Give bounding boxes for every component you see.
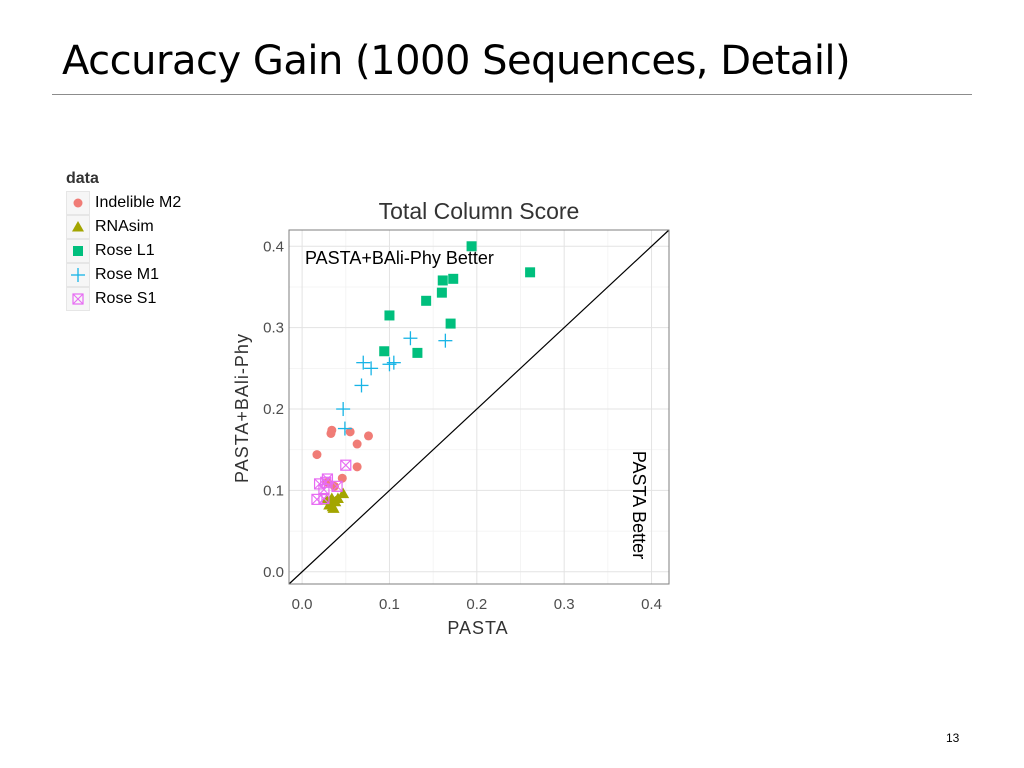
page-number: 13 [946,731,960,745]
legend-key-triangle-icon [66,215,90,239]
point-rose-m1 [403,331,418,346]
point-rose-m1 [438,333,453,348]
legend-label: Indelible M2 [95,194,182,211]
point-rose-m1 [354,378,369,393]
point-rose-s1 [320,476,332,488]
point-rose-s1 [340,459,352,471]
point-rose-s1 [318,492,330,505]
legend-key-boxcross-icon [66,287,90,311]
point-rose-s1 [331,480,343,492]
point-rose-l1 [445,318,456,329]
chart-title: Total Column Score [379,198,580,224]
point-rose-l1 [466,241,477,252]
legend-key-plus-icon [66,263,90,287]
identity-reference-line [288,229,670,585]
annotation-pasta-bali-phy-better: PASTA+BAli-Phy Better [305,248,494,268]
x-tick-label: 0.4 [641,596,662,613]
legend-triangle-icon [72,221,84,232]
legend-item-rose-l1: Rose L1 [66,239,181,263]
legend: data Indelible M2 RNAsim Rose L1 Rose M1… [66,170,181,311]
point-rose-m1 [337,421,352,436]
y-tick-label: 0.1 [263,482,284,499]
point-rose-l1 [525,267,536,278]
point-rose-m1 [356,355,371,370]
point-indelible-m2 [345,427,355,437]
legend-label: Rose M1 [95,266,160,283]
point-indelible-m2 [352,462,362,472]
legend-item-rnasim: RNAsim [66,215,181,239]
point-rose-l1 [436,287,447,298]
legend-title: data [66,170,99,187]
point-indelible-m2 [337,473,347,483]
x-tick-label: 0.0 [292,596,313,613]
x-tick-label: 0.2 [466,596,487,613]
point-rose-l1 [437,275,448,286]
x-axis-label: PASTA [447,618,508,638]
legend-label: Rose S1 [95,290,157,307]
point-rose-m1 [386,355,401,370]
legend-boxcross-icon [72,293,84,305]
point-rnasim [337,487,350,499]
point-indelible-m2 [352,439,362,449]
legend-item-rose-s1: Rose S1 [66,287,181,311]
x-tick-label: 0.3 [554,596,575,613]
point-rose-m1 [364,361,379,376]
point-rose-l1 [448,273,459,284]
legend-item-indelible-m2: Indelible M2 [66,191,181,215]
y-tick-label: 0.4 [263,238,284,255]
annotation-pasta-better: PASTA Better [629,451,649,559]
x-tick-label: 0.1 [379,596,400,613]
point-rose-m1 [336,402,351,417]
y-tick-label: 0.3 [263,320,284,337]
point-rnasim [327,502,340,513]
point-rose-l1 [379,346,390,357]
y-tick-label: 0.0 [263,564,284,581]
legend-label: Rose L1 [95,242,155,259]
point-rose-l1 [384,310,395,321]
title-divider [52,94,972,95]
legend-key-circle-icon [66,191,90,215]
legend-label: RNAsim [95,218,154,235]
legend-key-square-icon [66,239,90,263]
legend-square-icon [73,246,83,256]
legend-item-rose-m1: Rose M1 [66,263,181,287]
y-tick-label: 0.2 [263,401,284,418]
point-rose-l1 [421,295,432,306]
point-rose-l1 [412,347,423,358]
point-rnasim [331,492,344,504]
legend-circle-icon [73,198,83,208]
y-axis-label: PASTA+BAli-Phy [232,333,252,483]
point-indelible-m2 [326,428,336,438]
legend-plus-icon [71,268,85,282]
plot-border [288,229,670,585]
slide-title: Accuracy Gain (1000 Sequences, Detail) [62,38,851,84]
point-indelible-m2 [363,431,373,441]
point-indelible-m2 [312,450,322,460]
